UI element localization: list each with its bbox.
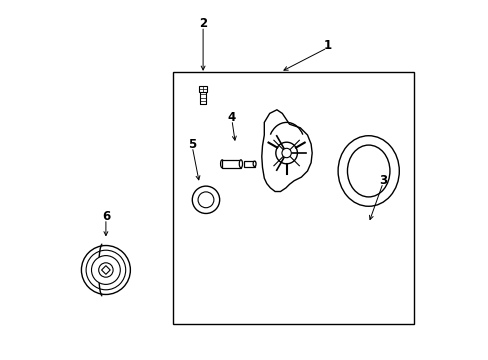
- Polygon shape: [261, 110, 311, 192]
- Circle shape: [81, 246, 130, 294]
- Bar: [199, 86, 206, 92]
- Polygon shape: [102, 266, 110, 274]
- Circle shape: [275, 142, 297, 164]
- Text: 5: 5: [188, 138, 196, 150]
- Bar: [244, 161, 254, 166]
- Bar: [222, 160, 241, 168]
- Circle shape: [86, 250, 125, 290]
- Text: 2: 2: [199, 17, 207, 30]
- Text: 4: 4: [227, 111, 236, 123]
- Circle shape: [192, 186, 219, 213]
- Text: 6: 6: [102, 210, 110, 222]
- Text: 3: 3: [378, 174, 386, 186]
- Ellipse shape: [220, 160, 224, 168]
- Circle shape: [99, 263, 113, 277]
- Ellipse shape: [239, 160, 242, 168]
- Ellipse shape: [253, 161, 256, 166]
- Circle shape: [282, 148, 291, 158]
- Ellipse shape: [347, 145, 389, 197]
- Ellipse shape: [337, 136, 399, 206]
- Circle shape: [91, 256, 120, 284]
- Bar: [200, 90, 206, 104]
- Text: 1: 1: [323, 39, 331, 51]
- Bar: [172, 72, 413, 324]
- Circle shape: [198, 192, 213, 208]
